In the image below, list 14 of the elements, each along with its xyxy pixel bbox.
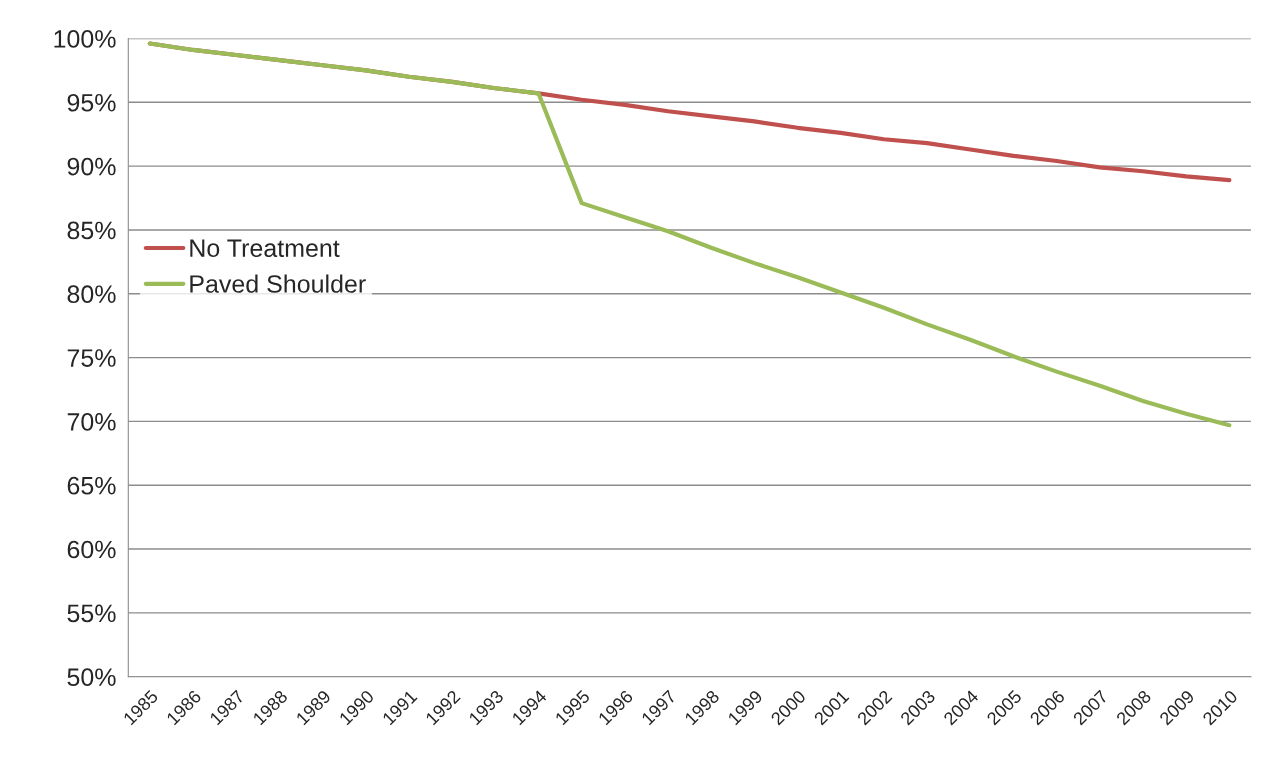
- y-tick-label: 70%: [67, 413, 116, 431]
- y-tick-label: 55%: [67, 604, 116, 623]
- y-tick-label: 75%: [67, 349, 116, 367]
- y-tick-label: 50%: [67, 668, 116, 687]
- line-series: [147, 41, 1232, 428]
- y-tick-label: 85%: [67, 221, 116, 240]
- y-tick-label: 60%: [67, 540, 116, 559]
- y-tick-label: 100%: [54, 30, 116, 48]
- legend-label: No Treatment: [190, 239, 340, 258]
- y-tick-label: 65%: [67, 476, 116, 495]
- y-tick-label: 90%: [67, 157, 116, 176]
- legend-label: Paved Shoulder: [190, 274, 366, 293]
- y-tick-label: 95%: [67, 93, 116, 112]
- y-tick-label: 80%: [67, 285, 116, 304]
